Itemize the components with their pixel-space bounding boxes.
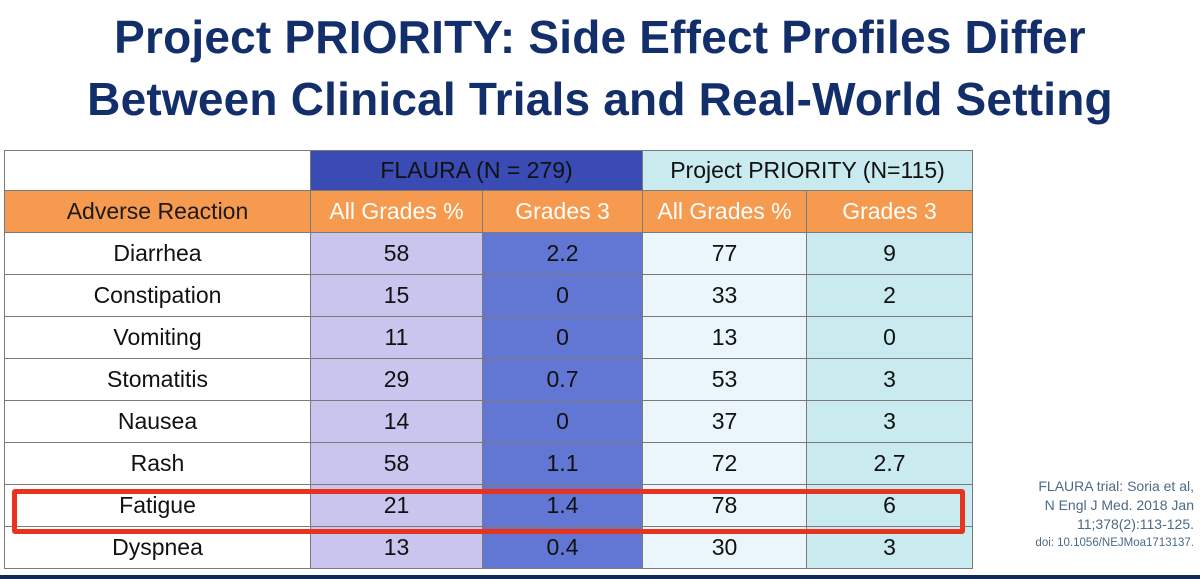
table-row: Rash 58 1.1 72 2.7	[4, 442, 974, 485]
citation-line-2: N Engl J Med. 2018 Jan	[1044, 497, 1194, 513]
table-row: Stomatitis 29 0.7 53 3	[4, 358, 974, 401]
table-row: Vomiting 11 0 13 0	[4, 316, 974, 359]
row-label: Diarrhea	[4, 232, 311, 275]
priority-grades-3-cell: 3	[806, 400, 974, 443]
flaura-grades-3-cell: 1.1	[481, 442, 644, 485]
flaura-all-grades-cell: 58	[310, 232, 483, 275]
row-label: Rash	[4, 442, 311, 485]
priority-grades-3-cell: 2	[806, 274, 974, 317]
slide-title-line-2: Between Clinical Trials and Real-World S…	[87, 73, 1113, 125]
slide-title: Project PRIORITY: Side Effect Profiles D…	[0, 6, 1200, 130]
row-label: Stomatitis	[4, 358, 311, 401]
citation-doi: doi: 10.1056/NEJMoa1713137.	[1035, 537, 1194, 549]
group-header-flaura: FLAURA (N = 279)	[309, 150, 644, 191]
flaura-grades-3-cell: 2.2	[481, 232, 644, 275]
flaura-grades-3-cell: 0	[481, 316, 644, 359]
slide-title-line-1: Project PRIORITY: Side Effect Profiles D…	[114, 11, 1086, 63]
citation-line-1: FLAURA trial: Soria et al,	[1038, 478, 1194, 494]
row-label: Constipation	[4, 274, 311, 317]
priority-grades-3-cell: 3	[806, 358, 974, 401]
flaura-grades-3-cell: 0	[481, 400, 644, 443]
priority-all-grades-cell: 53	[642, 358, 808, 401]
group-header-blank	[4, 150, 311, 191]
fatigue-highlight-box	[12, 489, 965, 534]
flaura-all-grades-cell: 11	[310, 316, 483, 359]
citation-line-3: 11;378(2):113-125.	[1076, 516, 1194, 532]
group-header-row: FLAURA (N = 279) Project PRIORITY (N=115…	[4, 150, 974, 191]
column-header-flaura-grades-3: Grades 3	[481, 190, 644, 233]
priority-all-grades-cell: 72	[642, 442, 808, 485]
column-header-row: Adverse Reaction All Grades % Grades 3 A…	[4, 190, 974, 233]
flaura-grades-3-cell: 0.7	[481, 358, 644, 401]
column-header-priority-grades-3: Grades 3	[806, 190, 974, 233]
citation: FLAURA trial: Soria et al, N Engl J Med.…	[964, 477, 1194, 553]
priority-grades-3-cell: 9	[806, 232, 974, 275]
priority-all-grades-cell: 37	[642, 400, 808, 443]
flaura-all-grades-cell: 14	[310, 400, 483, 443]
column-header-adverse-reaction: Adverse Reaction	[4, 190, 311, 233]
flaura-all-grades-cell: 29	[310, 358, 483, 401]
table-row: Nausea 14 0 37 3	[4, 400, 974, 443]
column-header-priority-all-grades: All Grades %	[642, 190, 808, 233]
bottom-bar	[0, 575, 1200, 579]
priority-all-grades-cell: 33	[642, 274, 808, 317]
priority-all-grades-cell: 13	[642, 316, 808, 359]
flaura-all-grades-cell: 15	[310, 274, 483, 317]
flaura-all-grades-cell: 58	[310, 442, 483, 485]
row-label: Nausea	[4, 400, 311, 443]
priority-all-grades-cell: 77	[642, 232, 808, 275]
group-header-priority: Project PRIORITY (N=115)	[642, 150, 974, 191]
row-label: Vomiting	[4, 316, 311, 359]
priority-grades-3-cell: 0	[806, 316, 974, 359]
table-row: Constipation 15 0 33 2	[4, 274, 974, 317]
column-header-flaura-all-grades: All Grades %	[310, 190, 483, 233]
priority-grades-3-cell: 2.7	[806, 442, 974, 485]
table-row: Diarrhea 58 2.2 77 9	[4, 232, 974, 275]
flaura-grades-3-cell: 0	[481, 274, 644, 317]
